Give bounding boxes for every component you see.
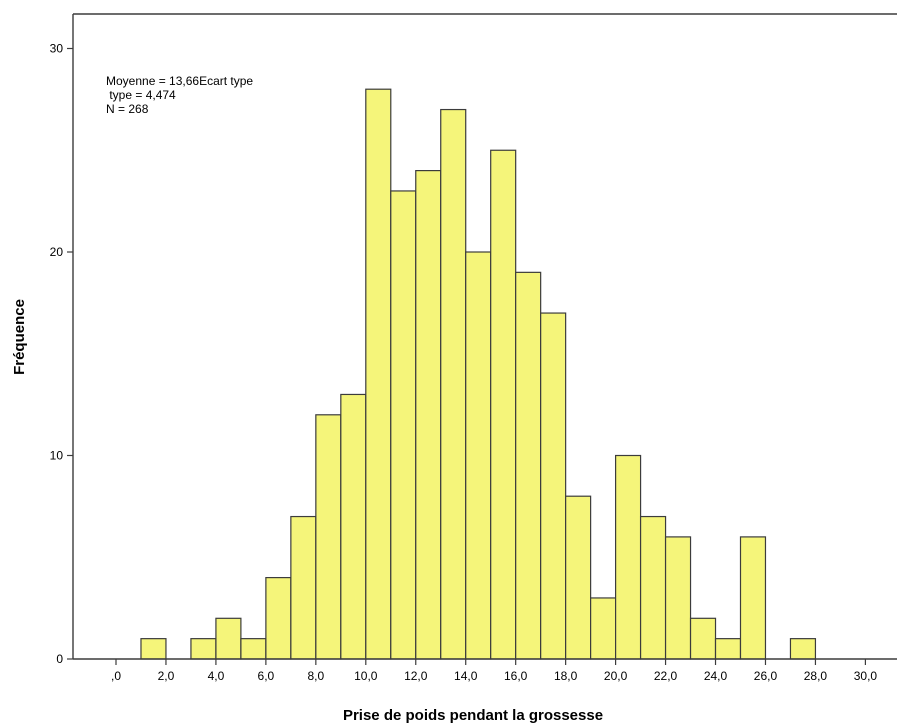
x-tick-label: 2,0 (158, 669, 175, 683)
histogram-bar (614, 454, 642, 660)
histogram-bar (365, 88, 392, 660)
x-tick-label: 12,0 (404, 669, 428, 683)
histogram-bar (290, 515, 317, 660)
histogram-bar (714, 638, 742, 660)
axes (72, 13, 897, 660)
y-tick-label: 0 (56, 652, 63, 666)
histogram-bar (739, 536, 767, 660)
histogram-bar (664, 536, 692, 660)
stats-line-2: type = 4,474 (106, 88, 176, 102)
histogram-bar (689, 617, 717, 660)
histogram-bar (490, 149, 517, 660)
x-tick-label: 6,0 (258, 669, 275, 683)
histogram-bar (190, 638, 217, 660)
histogram-bar (265, 576, 292, 660)
y-tick-label: 30 (50, 42, 64, 56)
x-axis-title: Prise de poids pendant la grossesse (343, 707, 603, 724)
histogram-bar (465, 251, 492, 660)
histogram-bar (390, 190, 417, 660)
histogram-bar (565, 495, 592, 660)
y-tick-label: 20 (50, 245, 64, 259)
x-tick-label: 30,0 (854, 669, 878, 683)
x-tick-label: 8,0 (307, 669, 324, 683)
histogram-bar (415, 170, 442, 660)
histogram-bar (639, 515, 667, 660)
histogram-bar (789, 638, 817, 660)
histogram-bar (440, 108, 467, 660)
stats-line-1: Moyenne = 13,66Ecart type (106, 74, 253, 88)
y-tick-label: 10 (50, 449, 64, 463)
stats-line-3: N = 268 (106, 102, 149, 116)
histogram-bars (140, 88, 817, 660)
x-tick-label: 22,0 (654, 669, 678, 683)
x-tick-label: 20,0 (604, 669, 628, 683)
y-axis-title: Fréquence (11, 299, 28, 375)
x-tick-label: 14,0 (454, 669, 478, 683)
histogram-bar (340, 393, 367, 660)
x-tick-label: 4,0 (208, 669, 225, 683)
y-axis-ticks: 0 10 20 30 (50, 42, 73, 666)
histogram-bar (140, 638, 167, 660)
x-tick-label: 18,0 (554, 669, 578, 683)
x-tick-label: 28,0 (804, 669, 828, 683)
x-tick-label: 24,0 (704, 669, 728, 683)
histogram-bar (215, 617, 242, 660)
histogram-bar (540, 312, 567, 660)
histogram-bar (240, 638, 267, 660)
x-tick-label: 10,0 (354, 669, 378, 683)
histogram-bar (515, 271, 542, 660)
x-axis-ticks: ,0 2,0 4,0 6,0 8,0 10,0 12,0 14,0 16,0 18,0 20,0 22… (111, 659, 877, 683)
histogram-bar (590, 597, 617, 660)
x-tick-label: ,0 (111, 669, 121, 683)
x-tick-label: 26,0 (754, 669, 778, 683)
histogram-bar (315, 414, 342, 660)
x-tick-label: 16,0 (504, 669, 528, 683)
